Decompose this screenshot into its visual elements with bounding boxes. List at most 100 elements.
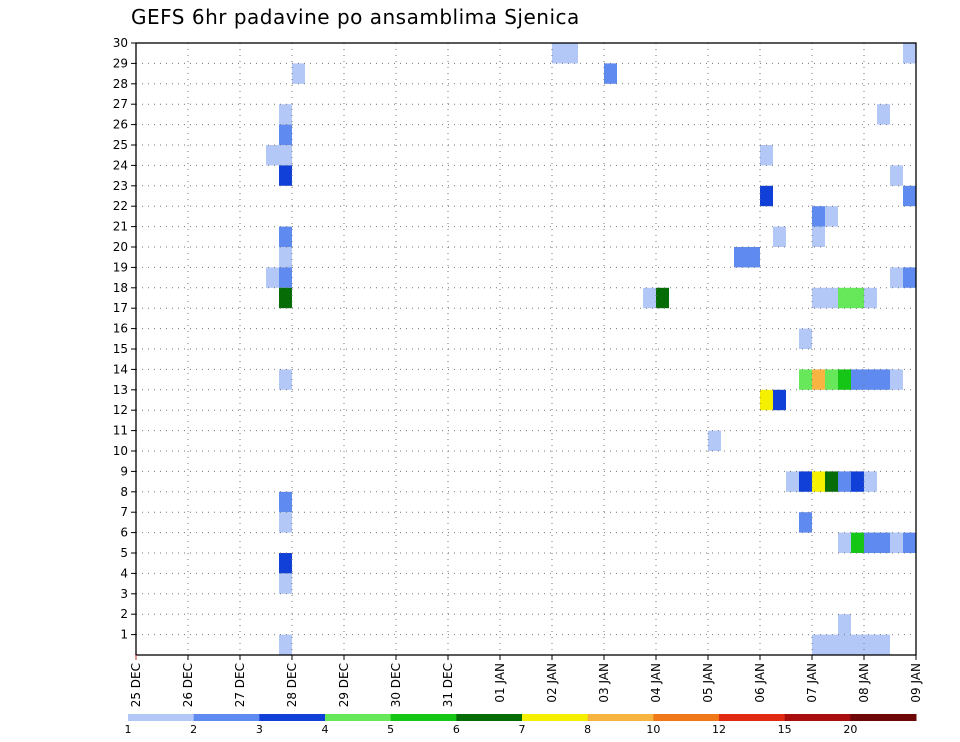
y-tick-label: 8	[120, 485, 128, 499]
y-tick-label: 12	[113, 403, 128, 417]
x-tick-label: 25 DEC	[129, 663, 143, 707]
x-tick-label: 06 JAN	[753, 663, 767, 703]
precip-cell	[825, 634, 838, 655]
x-tick-label: 27 DEC	[233, 663, 247, 707]
precip-cell	[799, 369, 812, 390]
y-tick-label: 4	[120, 566, 128, 580]
x-tick-label: 08 JAN	[857, 663, 871, 703]
legend-label: 5	[387, 723, 394, 736]
precip-cell	[643, 287, 656, 309]
precip-cell	[864, 471, 877, 492]
x-tick-label: 03 JAN	[597, 663, 611, 703]
precip-cell	[266, 267, 279, 288]
legend-swatch	[456, 714, 523, 721]
gridlines	[136, 43, 916, 655]
precip-cell	[812, 206, 825, 227]
precip-cell	[864, 287, 877, 309]
precip-cell	[279, 287, 292, 309]
x-tick-label: 01 JAN	[493, 663, 507, 703]
precip-cell	[760, 185, 773, 207]
precip-cell	[279, 369, 292, 390]
precip-cell	[799, 471, 812, 492]
precip-cell	[812, 226, 825, 247]
color-legend: 1 2 3 4 5 6 7 8 10 12 15 20	[125, 714, 917, 736]
precip-cell	[838, 634, 851, 655]
x-tick-label: 07 JAN	[805, 663, 819, 703]
precip-cell	[838, 369, 851, 390]
precip-cell	[279, 165, 292, 186]
y-tick-label: 2	[120, 607, 128, 621]
precip-cell	[812, 634, 825, 655]
precip-cell	[760, 145, 773, 166]
x-tick-label: 30 DEC	[389, 663, 403, 707]
y-tick-label: 24	[113, 158, 128, 172]
precip-cell	[877, 532, 890, 553]
legend-swatch	[587, 714, 654, 721]
legend-swatch	[128, 714, 195, 721]
legend-swatch	[259, 714, 326, 721]
y-tick-label: 11	[113, 424, 128, 438]
y-tick-label: 28	[113, 77, 128, 91]
precip-cell	[279, 124, 292, 145]
y-tick-label: 29	[113, 56, 128, 70]
x-tick-label: 28 DEC	[285, 663, 299, 707]
precip-cell	[812, 471, 825, 492]
legend-label: 20	[843, 723, 857, 736]
precip-cell	[604, 63, 617, 84]
y-tick-label: 20	[113, 240, 128, 254]
legend-label: 7	[519, 723, 526, 736]
precip-cell	[812, 287, 825, 309]
precip-cell	[825, 287, 838, 309]
precip-cell	[734, 247, 747, 268]
precip-cell	[838, 471, 851, 492]
precip-cell	[864, 634, 877, 655]
precip-cell	[825, 369, 838, 390]
x-tick-label: 09 JAN	[909, 663, 923, 703]
precip-cell	[773, 389, 786, 411]
precip-cell	[773, 226, 786, 247]
x-tick-label: 04 JAN	[649, 663, 663, 703]
precip-cell	[279, 634, 292, 655]
x-tick-label: 02 JAN	[545, 663, 559, 703]
y-tick-label: 19	[113, 260, 128, 274]
precip-cell	[279, 247, 292, 268]
legend-label: 15	[778, 723, 792, 736]
y-axis: 1234567891011121314151617181920212223242…	[113, 36, 136, 642]
y-tick-label: 18	[113, 281, 128, 295]
y-tick-label: 21	[113, 220, 128, 234]
legend-label: 4	[322, 723, 329, 736]
x-tick-label: 26 DEC	[181, 663, 195, 707]
y-tick-label: 26	[113, 118, 128, 132]
precip-cell	[786, 471, 799, 492]
y-tick-label: 30	[113, 36, 128, 50]
x-tick-label: 29 DEC	[337, 663, 351, 707]
legend-swatch	[390, 714, 457, 721]
y-tick-label: 15	[113, 342, 128, 356]
precip-cell	[825, 471, 838, 492]
y-tick-label: 23	[113, 179, 128, 193]
legend-swatch	[784, 714, 851, 721]
precip-cell	[838, 614, 851, 635]
y-tick-label: 27	[113, 97, 128, 111]
precip-cell	[799, 512, 812, 533]
precip-cell	[890, 369, 903, 390]
precip-cell	[903, 532, 916, 553]
precip-cell	[903, 43, 916, 64]
legend-label: 10	[646, 723, 660, 736]
legend-swatch	[193, 714, 260, 721]
precip-cell	[851, 634, 864, 655]
x-tick-label: 31 DEC	[441, 663, 455, 707]
y-tick-label: 9	[120, 464, 128, 478]
legend-swatch	[653, 714, 720, 721]
precip-cell	[708, 430, 721, 451]
precip-cell	[903, 267, 916, 288]
legend-swatch	[522, 714, 589, 721]
precip-cell	[552, 43, 565, 64]
legend-label: 2	[190, 723, 197, 736]
legend-label: 1	[125, 723, 132, 736]
precip-cell	[903, 185, 916, 207]
legend-label: 6	[453, 723, 460, 736]
precip-cell	[565, 43, 578, 64]
precip-cell	[890, 267, 903, 288]
